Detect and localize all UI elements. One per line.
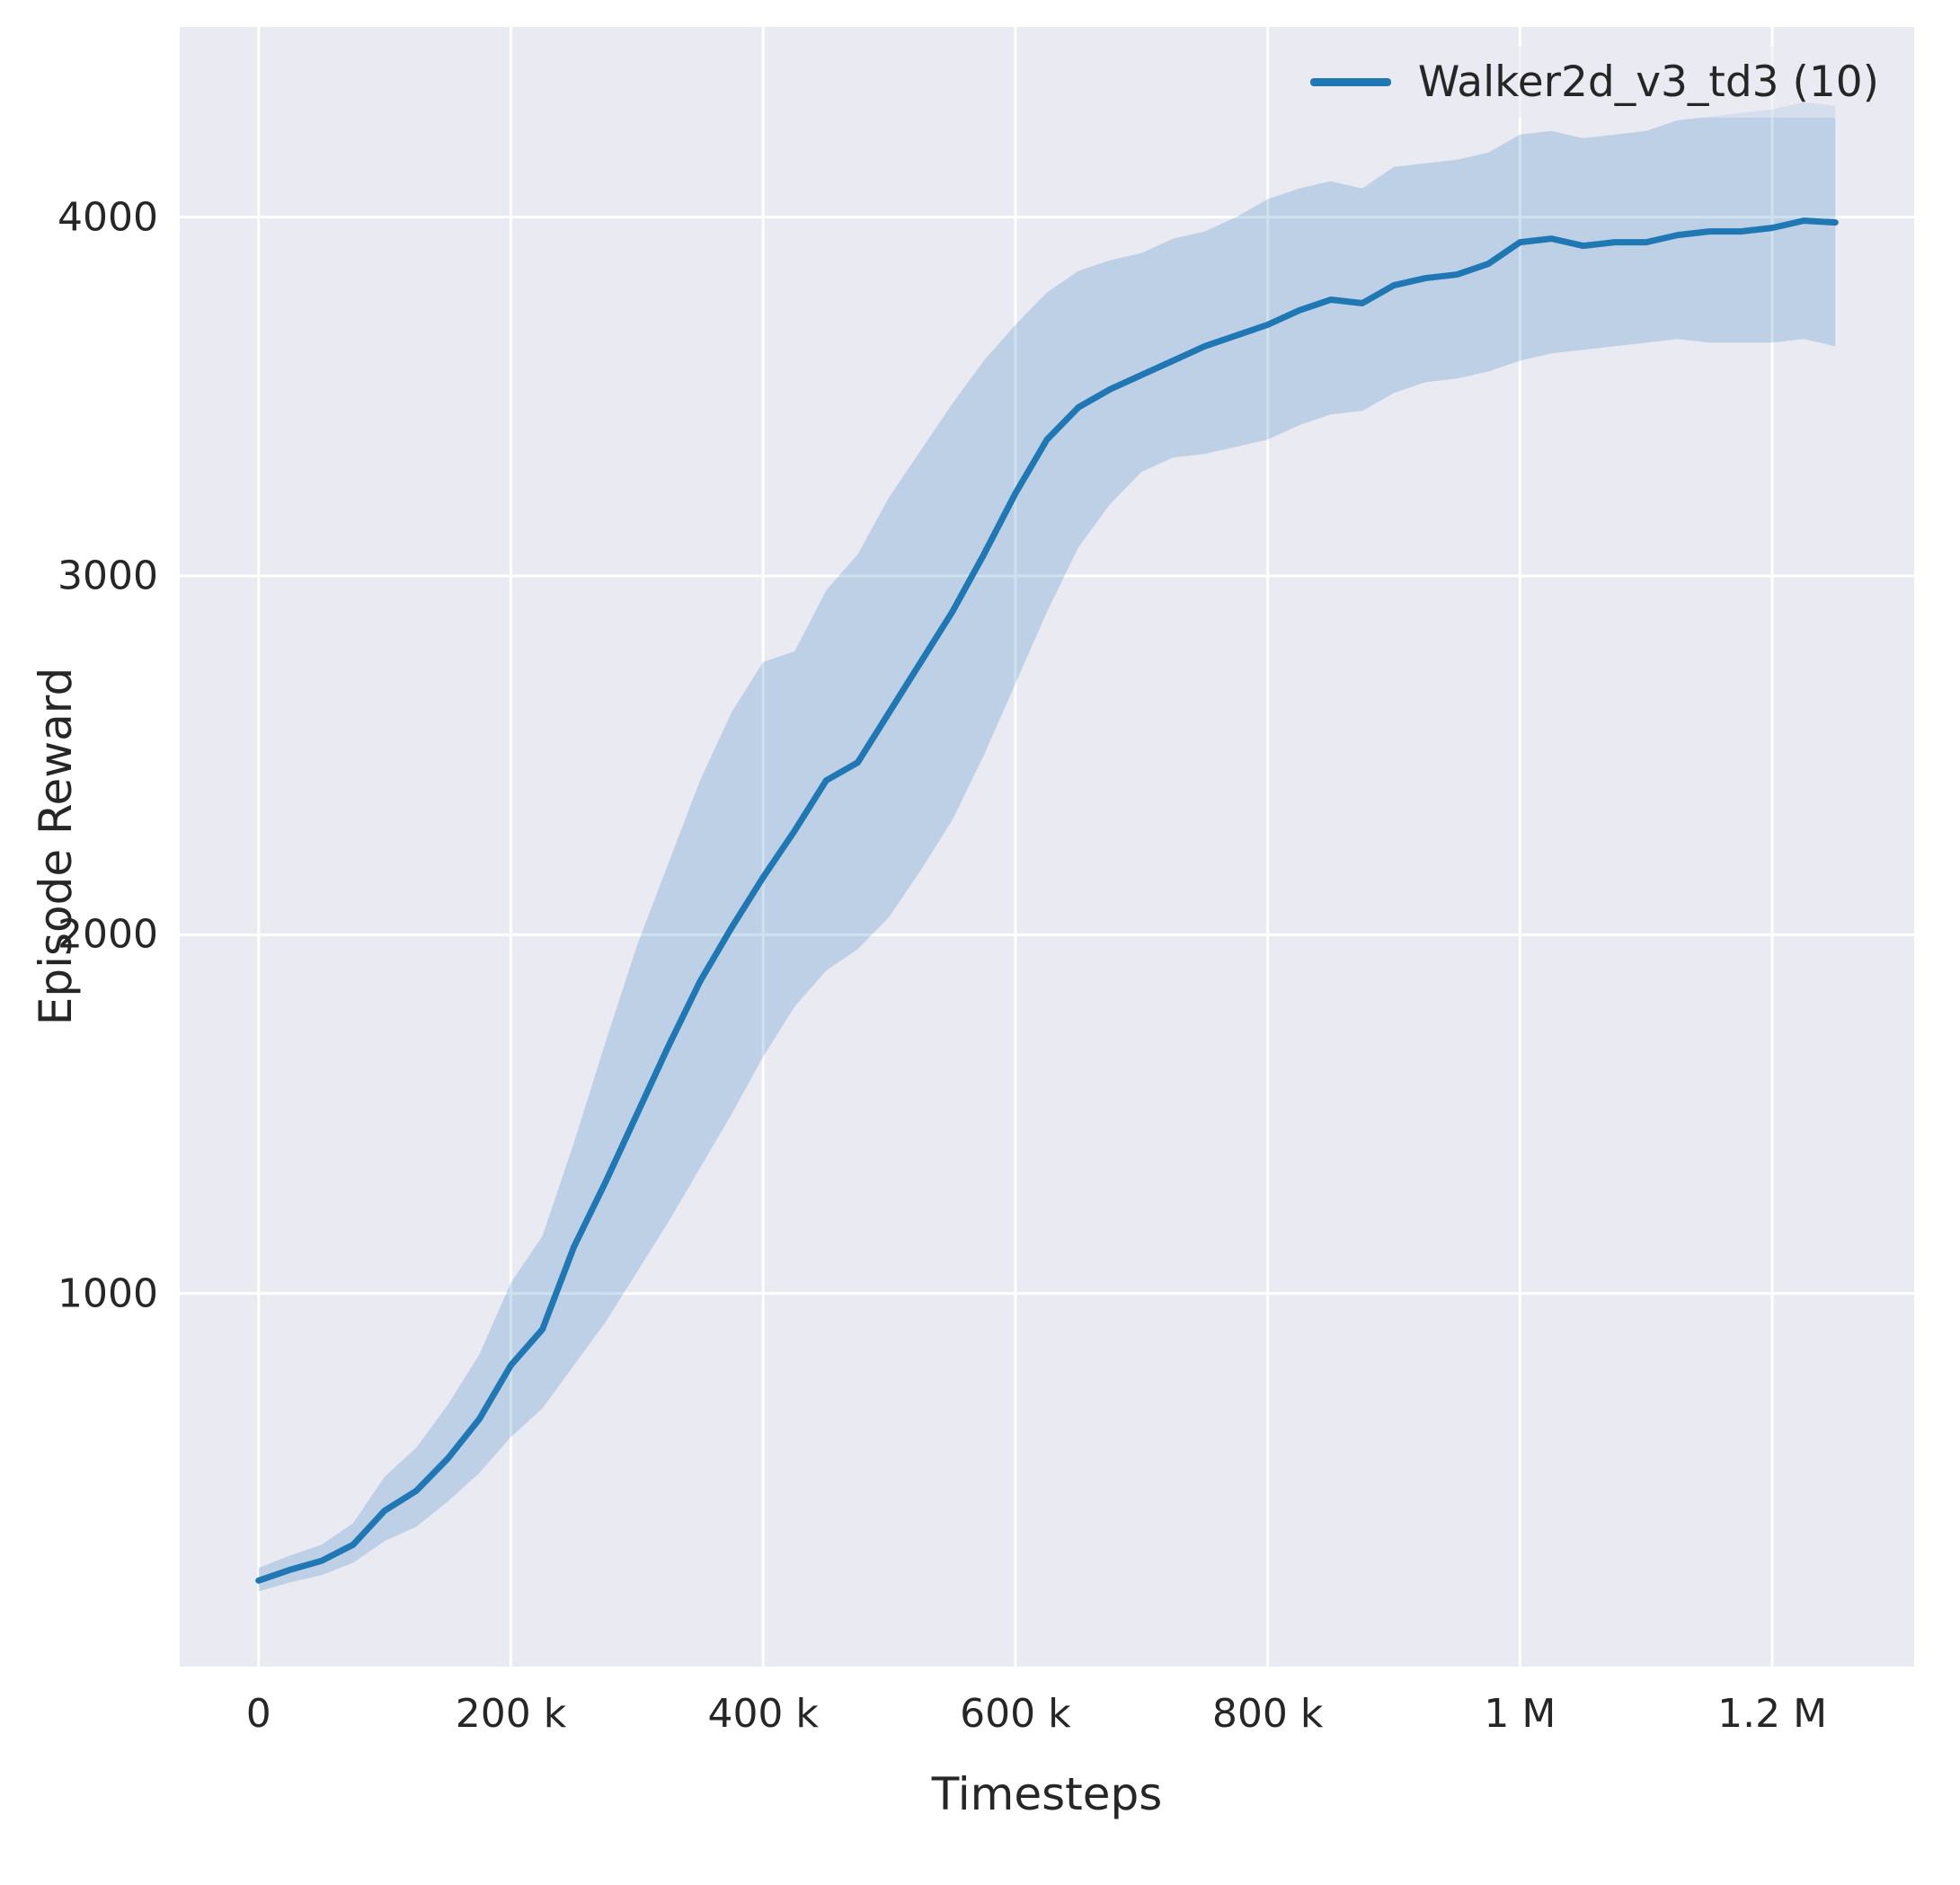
x-tick-label: 1 M xyxy=(1484,1691,1556,1737)
y-axis-label: Episode Reward xyxy=(30,667,82,1026)
y-tick-label: 1000 xyxy=(58,1270,158,1317)
legend: Walker2d_v3_td3 (10) xyxy=(1293,47,1895,118)
x-axis-label: Timesteps xyxy=(931,1768,1163,1820)
x-tick-label: 1.2 M xyxy=(1717,1691,1828,1737)
x-tick-label: 200 k xyxy=(455,1691,567,1737)
x-tick-label: 0 xyxy=(245,1691,271,1737)
legend-label: Walker2d_v3_td3 (10) xyxy=(1417,58,1879,107)
x-tick-label: 800 k xyxy=(1211,1691,1324,1737)
legend-line-swatch xyxy=(1309,78,1391,86)
y-tick-label: 4000 xyxy=(58,194,158,241)
plot-background xyxy=(180,27,1914,1667)
x-tick-label: 600 k xyxy=(960,1691,1071,1737)
plot-area xyxy=(180,27,1914,1667)
confidence-band xyxy=(258,102,1836,1592)
y-tick-label: 3000 xyxy=(58,553,158,599)
mean-line xyxy=(255,217,1839,1584)
x-tick-label: 400 k xyxy=(707,1691,819,1737)
